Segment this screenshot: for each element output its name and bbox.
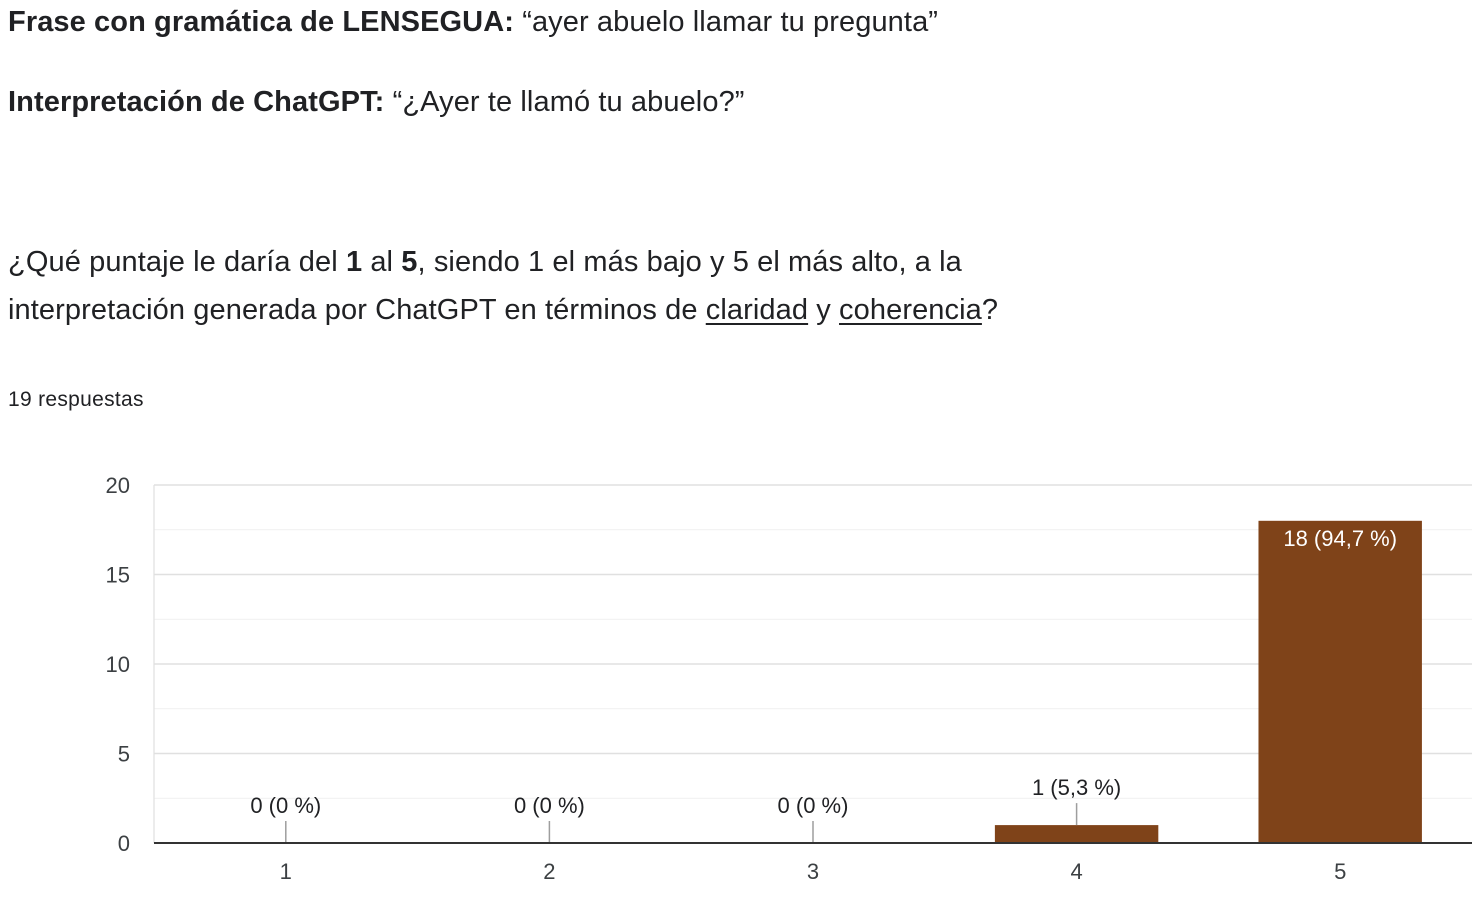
bar-data-label: 0 (0 %)	[514, 793, 585, 818]
question-bold-max: 5	[401, 246, 418, 278]
question-text: al	[362, 246, 402, 278]
x-tick-label: 5	[1334, 859, 1346, 884]
y-tick-label: 5	[118, 742, 130, 767]
x-tick-label: 4	[1070, 859, 1082, 884]
bar-data-label: 1 (5,3 %)	[1032, 775, 1121, 800]
question-underlined-claridad: claridad	[705, 294, 809, 326]
response-count: 19 respuestas	[8, 388, 144, 411]
question-underlined-coherencia: coherencia	[839, 294, 982, 326]
x-tick-label: 3	[807, 859, 819, 884]
y-tick-label: 15	[106, 563, 130, 588]
bar-data-label: 0 (0 %)	[250, 793, 321, 818]
interpretation-label: Interpretación de ChatGPT:	[8, 86, 385, 118]
question-text: ¿Qué puntaje le daría del	[8, 246, 346, 278]
bar-data-label: 0 (0 %)	[778, 793, 849, 818]
bar-data-label: 18 (94,7 %)	[1283, 526, 1397, 551]
interpretation-line: Interpretación de ChatGPT: “¿Ayer te lla…	[8, 86, 745, 119]
y-tick-label: 20	[106, 473, 130, 498]
x-tick-label: 2	[543, 859, 555, 884]
x-tick-label: 1	[280, 859, 292, 884]
sentence-text: “ayer abuelo llamar tu pregunta”	[522, 6, 939, 38]
bar	[994, 825, 1159, 843]
question-text: , siendo 1 el más bajo y 5 el más alto, …	[417, 246, 962, 278]
sentence-line: Frase con gramática de LENSEGUA: “ayer a…	[8, 6, 938, 39]
bar	[1258, 520, 1422, 843]
question-line-2: interpretación generada por ChatGPT en t…	[8, 294, 998, 327]
question-line-1: ¿Qué puntaje le daría del 1 al 5, siendo…	[8, 246, 962, 279]
y-tick-label: 0	[118, 831, 130, 856]
question-bold-min: 1	[345, 246, 363, 278]
question-text: ?	[981, 294, 999, 326]
sentence-label: Frase con gramática de LENSEGUA:	[8, 6, 515, 38]
question-text: y	[808, 294, 840, 326]
question-text: interpretación generada por ChatGPT en t…	[8, 294, 706, 326]
interpretation-text: “¿Ayer te llamó tu abuelo?”	[392, 86, 745, 118]
y-tick-label: 10	[106, 652, 130, 677]
